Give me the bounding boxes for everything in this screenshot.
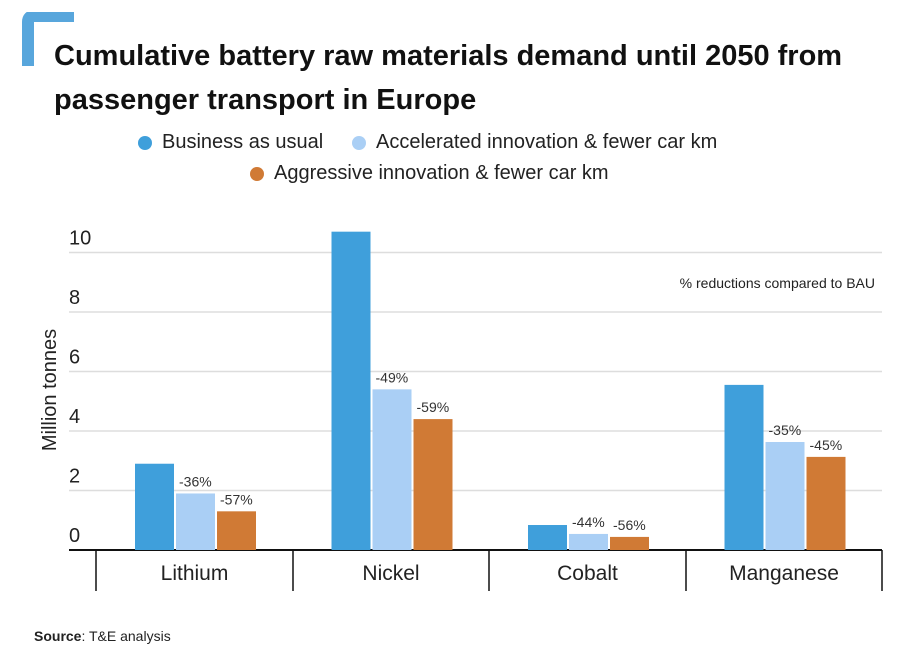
data-label: -44% xyxy=(572,514,605,530)
legend-item-aggressive: Aggressive innovation & fewer car km xyxy=(250,162,609,185)
legend-label: Accelerated innovation & fewer car km xyxy=(376,131,718,153)
y-tick-label: 8 xyxy=(69,287,80,309)
y-tick-label: 0 xyxy=(69,525,80,547)
bar-manganese-2 xyxy=(765,442,805,550)
legend-label: Business as usual xyxy=(162,131,324,153)
bar-nickel-3 xyxy=(413,419,453,550)
bar-nickel-1 xyxy=(331,231,371,551)
data-label: -36% xyxy=(179,473,212,489)
bar-cobalt-3 xyxy=(610,536,649,550)
bar-nickel-2 xyxy=(372,389,412,550)
y-axis-title: Million tonnes xyxy=(39,329,61,451)
y-tick-label: 6 xyxy=(69,347,80,369)
bar-lithium-3 xyxy=(217,511,256,550)
legend-swatch xyxy=(250,166,264,181)
x-tick-label: Cobalt xyxy=(557,562,618,585)
y-tick-label: 4 xyxy=(69,406,80,428)
legend-swatch xyxy=(352,135,366,150)
data-label: -49% xyxy=(376,369,409,385)
bar-lithium-2 xyxy=(176,493,215,550)
x-tick-label: Nickel xyxy=(362,562,419,585)
data-label: -45% xyxy=(810,437,843,453)
source-note: Source: T&E analysis xyxy=(34,628,171,644)
data-label: -56% xyxy=(613,517,646,533)
chart-title: Cumulative battery raw materials demand … xyxy=(54,40,843,116)
source-text: : T&E analysis xyxy=(81,628,171,644)
x-tick-label: Lithium xyxy=(161,562,229,585)
bar-cobalt-1 xyxy=(528,525,567,550)
legend-item-accelerated: Accelerated innovation & fewer car km xyxy=(352,131,717,154)
legend-swatch xyxy=(138,135,152,150)
legend-item-bau: Business as usual xyxy=(138,131,323,154)
y-tick-label: 2 xyxy=(69,466,80,488)
annotation-note: % reductions compared to BAU xyxy=(680,275,875,291)
bar-lithium-1 xyxy=(135,463,174,550)
data-label: -57% xyxy=(220,491,253,507)
data-label: -35% xyxy=(769,422,802,438)
corner-logo-mark xyxy=(22,12,74,66)
x-tick-label: Manganese xyxy=(729,562,839,585)
bar-manganese-1 xyxy=(724,384,764,550)
y-tick-label: 10 xyxy=(69,228,91,250)
source-label: Source xyxy=(34,628,82,644)
data-label: -59% xyxy=(417,399,450,415)
bar-manganese-3 xyxy=(806,456,846,550)
legend-label: Aggressive innovation & fewer car km xyxy=(274,162,609,184)
bar-cobalt-2 xyxy=(569,533,608,550)
